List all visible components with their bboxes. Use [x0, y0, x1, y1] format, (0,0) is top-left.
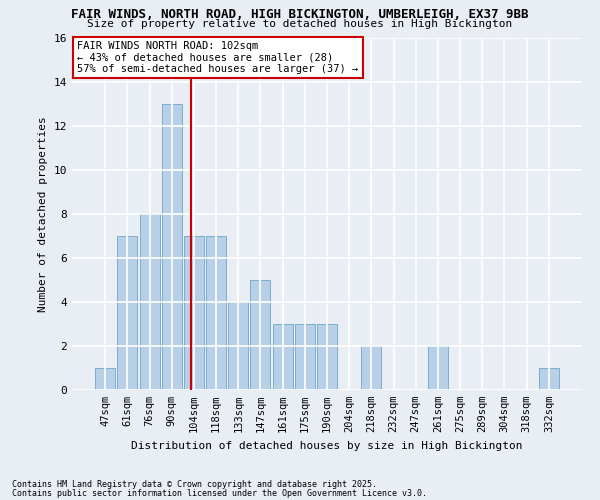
Bar: [539, 368, 559, 390]
Bar: [184, 236, 204, 390]
Bar: [428, 346, 448, 390]
Text: FAIR WINDS NORTH ROAD: 102sqm
← 43% of detached houses are smaller (28)
57% of s: FAIR WINDS NORTH ROAD: 102sqm ← 43% of d…: [77, 41, 358, 74]
Text: FAIR WINDS, NORTH ROAD, HIGH BICKINGTON, UMBERLEIGH, EX37 9BB: FAIR WINDS, NORTH ROAD, HIGH BICKINGTON,…: [71, 8, 529, 20]
Bar: [118, 236, 137, 390]
Bar: [295, 324, 315, 390]
Text: Contains public sector information licensed under the Open Government Licence v3: Contains public sector information licen…: [12, 489, 427, 498]
Y-axis label: Number of detached properties: Number of detached properties: [38, 116, 48, 312]
X-axis label: Distribution of detached houses by size in High Bickington: Distribution of detached houses by size …: [131, 440, 523, 450]
Bar: [206, 236, 226, 390]
Bar: [250, 280, 271, 390]
Bar: [272, 324, 293, 390]
Bar: [162, 104, 182, 390]
Bar: [361, 346, 382, 390]
Bar: [317, 324, 337, 390]
Bar: [228, 302, 248, 390]
Text: Contains HM Land Registry data © Crown copyright and database right 2025.: Contains HM Land Registry data © Crown c…: [12, 480, 377, 489]
Bar: [140, 214, 160, 390]
Bar: [95, 368, 115, 390]
Text: Size of property relative to detached houses in High Bickington: Size of property relative to detached ho…: [88, 19, 512, 29]
